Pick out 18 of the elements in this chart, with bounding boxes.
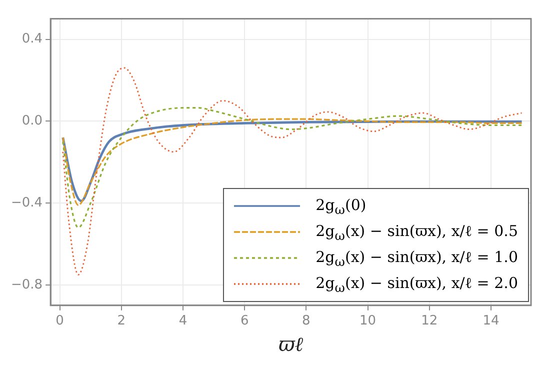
x-tick-label: 8 xyxy=(302,314,310,329)
legend-label: 2g$_{ω}$(0) xyxy=(316,196,366,216)
legend-label: 2g$_{ω}$(x) − sin(ϖx), x/ℓ = 1.0 xyxy=(316,248,518,268)
x-tick-label: 6 xyxy=(240,314,249,329)
y-tick-label: 0.0 xyxy=(22,114,43,129)
x-axis-title: ϖℓ xyxy=(278,332,304,356)
x-tick-label: 0 xyxy=(56,314,64,329)
legend-label: 2g$_{ω}$(x) − sin(ϖx), x/ℓ = 2.0 xyxy=(316,274,518,294)
legend-label: 2g$_{ω}$(x) − sin(ϖx), x/ℓ = 0.5 xyxy=(316,222,518,242)
x-tick-label: 12 xyxy=(421,314,438,329)
x-tick-label: 2 xyxy=(117,314,126,329)
y-tick-label: −0.8 xyxy=(10,277,43,292)
x-tick-label: 14 xyxy=(482,314,500,329)
y-tick-label: 0.4 xyxy=(22,32,43,47)
x-tick-label: 10 xyxy=(360,314,376,329)
x-tick-label: 4 xyxy=(178,314,188,329)
line-series xyxy=(62,67,522,276)
y-tick-label: −0.4 xyxy=(10,195,43,210)
